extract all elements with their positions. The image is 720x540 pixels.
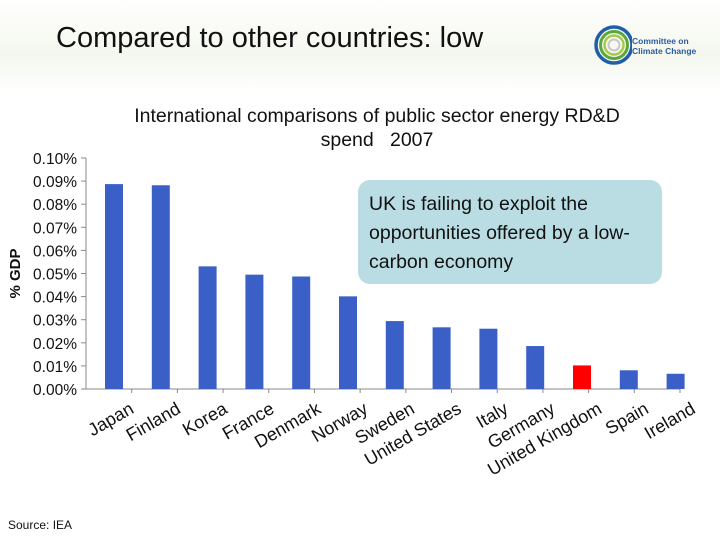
bar-france [245,274,264,389]
y-tick-label: 0.10% [33,151,77,168]
bar-denmark [292,276,311,389]
y-axis-label: % GDP [7,248,24,298]
chart-title-line-1: International comparisons of public sect… [134,105,620,127]
bar-germany [526,346,545,389]
y-tick-label: 0.00% [33,382,77,399]
y-tick-label: 0.02% [33,336,77,353]
y-tick-label: 0.07% [33,220,77,237]
y-tick-label: 0.01% [33,359,77,376]
chart-title-line-2: spend 2007 [321,129,434,151]
bar-japan [105,184,123,389]
callout-box: UK is failing to exploit the opportuniti… [358,180,662,284]
bar-finland [151,185,170,389]
x-tick-label: Ireland [641,398,699,443]
y-tick-label: 0.03% [33,313,77,330]
bar-spain [619,370,638,389]
bar-korea [198,266,217,389]
y-tick-label: 0.05% [33,267,77,284]
slide-title: Compared to other countries: low [56,22,484,54]
committee-on-climate-change-logo: Committee on Climate Change [592,14,710,76]
bar-ireland [666,373,685,389]
y-tick-label: 0.04% [33,290,77,307]
bar-norway [339,296,357,389]
x-tick-label: Finland [123,398,184,445]
bar-sweden [385,321,404,389]
source-note: Source: IEA [8,518,73,532]
bar-italy [479,328,498,389]
y-tick-label: 0.09% [33,174,77,191]
y-tick-label: 0.06% [33,243,77,260]
bar-united-kingdom [573,365,591,389]
logo-text: Committee on Climate Change [632,36,697,56]
bar-united-states [432,327,451,389]
y-tick-label: 0.08% [33,197,77,214]
